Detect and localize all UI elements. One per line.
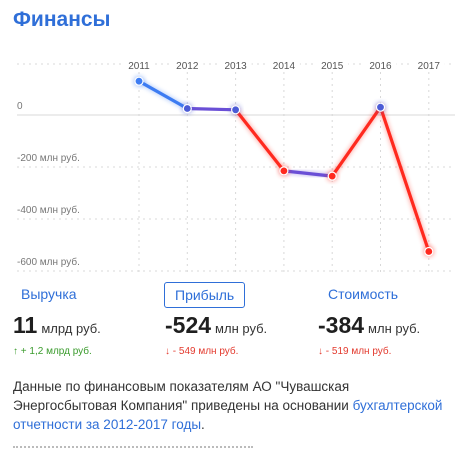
series-segment bbox=[185, 106, 238, 112]
note-end: . bbox=[201, 417, 205, 432]
value-unit: млн руб. bbox=[368, 321, 421, 336]
profit-value: -524 bbox=[165, 312, 212, 338]
series-segment bbox=[137, 79, 189, 111]
revenue-metric: 11 млрд руб. bbox=[13, 312, 101, 339]
x-tick-label: 2014 bbox=[273, 61, 296, 72]
data-point bbox=[182, 103, 192, 114]
divider bbox=[13, 446, 253, 448]
profit-metric: -524 млн руб. bbox=[165, 312, 267, 339]
x-tick-label: 2011 bbox=[128, 61, 150, 72]
tab-value[interactable]: Стоимость bbox=[328, 286, 399, 302]
x-tick-label-bg bbox=[267, 58, 300, 72]
value-value: -384 bbox=[318, 312, 365, 338]
profit-delta: ↓ - 549 млн руб. bbox=[165, 346, 239, 357]
series-segment bbox=[282, 169, 334, 178]
data-point bbox=[424, 246, 434, 257]
y-tick-label: -400 млн руб. bbox=[17, 204, 80, 216]
revenue-unit: млрд руб. bbox=[41, 321, 101, 336]
revenue-value: 11 bbox=[13, 312, 38, 338]
data-point bbox=[134, 76, 144, 86]
profit-line-chart: 0 -200 млн руб. -400 млн руб. -600 млн руб.… bbox=[17, 58, 455, 276]
tab-revenue[interactable]: Выручка bbox=[21, 286, 77, 302]
x-tick-label-bg bbox=[123, 58, 155, 72]
x-tick-label-bg bbox=[364, 58, 397, 72]
x-tick-label-bg bbox=[316, 58, 349, 72]
revenue-delta: ↑ + 1,2 млрд руб. bbox=[13, 346, 92, 357]
value-delta: ↓ - 519 млн руб. bbox=[318, 346, 392, 357]
x-tick-label-bg bbox=[412, 58, 445, 72]
x-tick-label: 2013 bbox=[224, 61, 247, 72]
x-tick-label: 2012 bbox=[176, 61, 199, 72]
x-tick-label-bg bbox=[219, 58, 252, 72]
value-metric: -384 млн руб. bbox=[318, 312, 420, 339]
x-tick-label-bg bbox=[171, 58, 204, 72]
y-tick-label: -600 млн руб. bbox=[17, 256, 80, 268]
financial-statements-link[interactable]: бухгалтерской отчетности за 2012-2017 го… bbox=[13, 398, 443, 432]
series-segment bbox=[234, 108, 286, 173]
x-tick-label: 2017 bbox=[418, 61, 441, 72]
tab-profit[interactable]: Прибыль bbox=[164, 282, 246, 308]
x-tick-label: 2015 bbox=[321, 61, 344, 72]
section-title: Финансы bbox=[13, 8, 111, 31]
data-point bbox=[375, 102, 386, 112]
data-point bbox=[279, 166, 289, 176]
y-tick-label: -200 млн руб. bbox=[17, 152, 80, 164]
note-text: Данные по финансовым показателям АО "Чув… bbox=[13, 379, 353, 413]
data-source-note: Данные по финансовым показателям АО "Чув… bbox=[13, 377, 453, 434]
data-point bbox=[231, 105, 241, 115]
data-point bbox=[327, 171, 337, 181]
series-segment bbox=[330, 105, 383, 178]
y-tick-label: 0 bbox=[17, 101, 23, 112]
series-segment bbox=[378, 105, 431, 254]
metric-tabs: Выручка Прибыль Стоимость bbox=[0, 282, 468, 308]
x-tick-label: 2016 bbox=[369, 61, 392, 72]
profit-unit: млн руб. bbox=[215, 321, 268, 336]
